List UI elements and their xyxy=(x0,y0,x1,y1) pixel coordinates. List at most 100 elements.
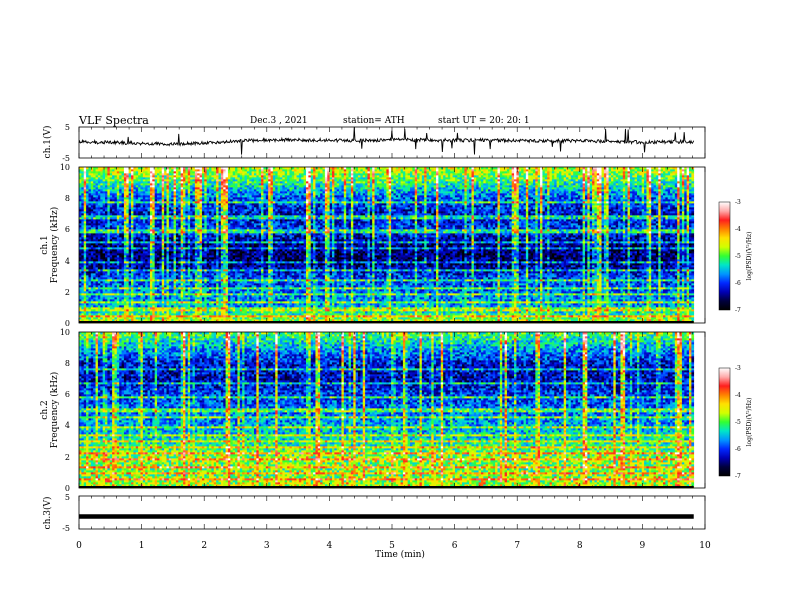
spectrogram-cell xyxy=(459,293,463,296)
spectrogram-cell xyxy=(230,293,234,296)
spectrogram-cell xyxy=(135,309,139,312)
spectrogram-cell xyxy=(410,285,413,288)
spectrogram-cell xyxy=(201,315,205,318)
spectrogram-cell xyxy=(658,293,661,296)
spectrogram-cell xyxy=(674,299,678,302)
spectrogram-cell xyxy=(365,301,368,304)
spectrogram-cell xyxy=(268,305,271,308)
spectrogram-cell xyxy=(128,293,132,296)
spectrogram-cell xyxy=(450,301,453,304)
spectrogram-cell xyxy=(414,285,418,288)
spectrogram-cell xyxy=(502,309,505,312)
spectrogram-cell xyxy=(216,307,219,310)
spectrogram-cell xyxy=(653,303,657,306)
spectrogram-cell xyxy=(636,303,640,306)
spectrogram-cell xyxy=(119,305,122,308)
spectrogram-cell xyxy=(173,315,177,318)
spectrogram-cell xyxy=(350,303,354,306)
spectrogram-cell xyxy=(421,289,425,292)
spectrogram-cell xyxy=(483,315,487,318)
spectrogram-cell xyxy=(97,295,101,298)
spectrogram-cell xyxy=(410,303,413,306)
spectrogram-cell xyxy=(393,287,397,290)
spectrogram-cell xyxy=(663,313,666,316)
spectrogram-cell xyxy=(317,295,321,298)
spectrogram-cell xyxy=(365,293,368,296)
spectrogram-cell xyxy=(445,295,449,298)
spectrogram-cell xyxy=(644,305,647,308)
spectrogram-cell xyxy=(199,303,203,306)
spectrogram-cell xyxy=(86,295,89,298)
spectrogram-cell xyxy=(123,319,127,322)
spectrogram-cell xyxy=(431,305,434,308)
spectrogram-cell xyxy=(542,297,546,300)
spectrogram-cell xyxy=(279,293,283,296)
spectrogram-cell xyxy=(88,295,92,298)
spectrogram-cell xyxy=(584,287,588,290)
spectrogram-cell xyxy=(577,287,581,290)
spectrogram-cell xyxy=(490,319,494,322)
spectrogram-cell xyxy=(350,313,354,316)
spectrogram-cell xyxy=(457,297,461,300)
spectrogram-cell xyxy=(544,289,548,292)
spectrogram-cell xyxy=(291,305,295,308)
spectrogram-cell xyxy=(166,287,170,290)
spectrogram-cell xyxy=(398,311,401,314)
spectrogram-cell xyxy=(173,311,177,314)
spectrogram-cell xyxy=(530,297,534,300)
spectrogram-cell xyxy=(452,291,456,294)
spectrogram-cell xyxy=(159,317,163,320)
spectrogram-cell xyxy=(204,311,208,314)
spectrogram-cell xyxy=(128,297,132,300)
spectrogram-cell xyxy=(339,299,342,302)
spectrogram-cell xyxy=(530,317,534,320)
spectrogram-cell xyxy=(681,291,685,294)
spectrogram-cell xyxy=(249,299,252,302)
spectrogram-cell xyxy=(417,319,420,322)
spectrogram-cell xyxy=(596,305,600,308)
spectrogram-cell xyxy=(480,285,484,288)
spectrogram-cell xyxy=(535,285,539,288)
spectrogram-cell xyxy=(388,299,392,302)
spectrogram-cell xyxy=(402,291,406,294)
spectrogram-cell xyxy=(686,311,690,314)
spectrogram-cell xyxy=(658,301,661,304)
spectrogram-cell xyxy=(135,285,139,288)
spectrogram-cell xyxy=(558,309,562,312)
spectrogram-cell xyxy=(476,299,479,302)
spectrogram-cell xyxy=(291,287,295,290)
spectrogram-cell xyxy=(339,319,342,322)
spectrogram-cell xyxy=(490,293,494,296)
spectrogram-cell xyxy=(450,313,453,316)
spectrogram-cell xyxy=(677,295,680,298)
spectrogram-cell xyxy=(346,295,349,298)
spectrogram-cell xyxy=(665,299,669,302)
spectrogram-cell xyxy=(88,313,92,316)
spectrogram-cell xyxy=(249,311,252,314)
spectrogram-cell xyxy=(379,301,382,304)
spectrogram-cell xyxy=(256,319,260,322)
spectrogram-cell xyxy=(549,307,553,310)
spectrogram-cell xyxy=(381,313,385,316)
spectrogram-cell xyxy=(547,311,550,314)
spectrogram-cell xyxy=(627,311,631,314)
spectrogram-cell xyxy=(381,299,385,302)
spectrogram-cell xyxy=(149,313,153,316)
spectrogram-cell xyxy=(563,317,567,320)
spectrogram-cell xyxy=(686,315,690,318)
spectrogram-cell xyxy=(504,313,508,316)
spectrogram-cell xyxy=(324,319,328,322)
spectrogram-cell xyxy=(220,291,224,294)
spectrogram-cell xyxy=(135,307,139,310)
spectrogram-cell xyxy=(665,315,669,318)
spectrogram-cell xyxy=(544,285,548,288)
spectrogram-cell xyxy=(107,319,111,322)
spectrogram-cell xyxy=(289,297,293,300)
spectrogram-cell xyxy=(331,293,335,296)
spectrogram-cell xyxy=(145,317,148,320)
spectrogram-cell xyxy=(88,317,92,320)
spectrogram-cell xyxy=(433,303,437,306)
spectrogram-cell xyxy=(272,291,276,294)
spectrogram-cell xyxy=(452,295,456,298)
spectrogram-cell xyxy=(402,309,406,312)
